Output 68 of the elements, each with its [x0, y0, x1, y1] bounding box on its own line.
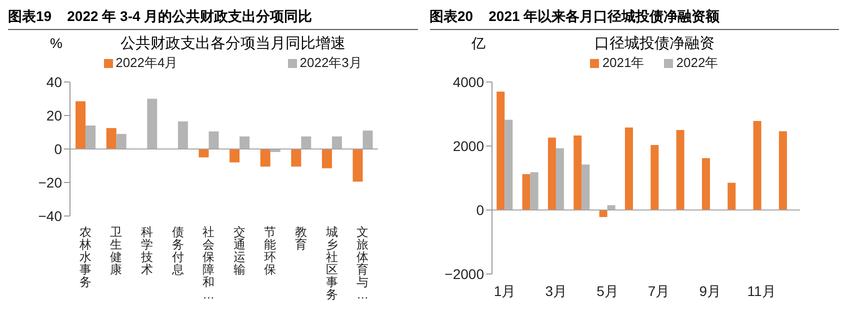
bar: [581, 164, 590, 210]
bar: [598, 210, 607, 218]
chart-title: 图表20 2021 年以来各月口径城投债净融资额: [430, 8, 839, 30]
bar: [208, 131, 219, 149]
bar: [650, 145, 658, 210]
y-axis-title: 亿: [472, 35, 486, 53]
x-tick-label: 教育: [295, 225, 307, 252]
x-tick-label: 节能环保: [264, 225, 276, 276]
x-tick-label: 农林水事务: [78, 225, 92, 289]
bar: [504, 120, 512, 210]
y-tick-label: 40: [46, 74, 62, 90]
x-tick-label: 交通运输: [233, 225, 246, 276]
legend-label: 2022年4月: [114, 54, 178, 72]
bar: [240, 136, 250, 149]
bar: [496, 92, 504, 210]
bar: [178, 121, 188, 149]
bar: [778, 131, 786, 210]
x-tick-label: 1月: [493, 283, 516, 299]
y-tick-label: 0: [476, 202, 484, 218]
y-tick-label: −20: [38, 174, 62, 190]
bar: [301, 136, 312, 149]
x-tick-label: 3月: [544, 283, 567, 299]
y-tick-label: 2000: [452, 138, 484, 154]
legend-label: 2022年3月: [298, 54, 362, 72]
bar: [291, 149, 302, 167]
bar: [701, 158, 710, 210]
x-tick-label: 卫生健康: [110, 225, 122, 276]
y-tick-label: 20: [46, 107, 62, 124]
bar: [547, 138, 556, 210]
y-tick-label: −2000: [444, 266, 484, 282]
bar: [573, 135, 582, 210]
x-tick-label: 7月: [647, 283, 670, 299]
x-tick-label: 社会保障和…: [202, 225, 215, 302]
x-tick-label: 11月: [746, 283, 776, 299]
bar: [676, 130, 684, 210]
y-tick-label: −40: [38, 208, 62, 224]
legend-label: 2021年: [601, 54, 644, 72]
chart-subtitle: 口径城投债净融资: [594, 35, 714, 52]
y-tick-label: 0: [54, 140, 62, 157]
legend-label: 2022年: [675, 54, 718, 72]
bar: [362, 130, 373, 149]
bar: [86, 126, 96, 149]
bar: [260, 149, 270, 167]
x-tick-label: 城乡社区事务: [324, 225, 338, 302]
bar: [522, 174, 530, 210]
y-tick-label: 4000: [452, 74, 484, 90]
chart-subtitle: 公共财政支出各分项当月同比增速: [120, 35, 346, 52]
bar: [352, 149, 363, 182]
bar: [332, 136, 342, 149]
y-axis-title: %: [50, 35, 62, 51]
bar: [624, 127, 632, 210]
bar: [322, 149, 332, 168]
bar: [106, 128, 116, 149]
bar: [76, 101, 86, 149]
x-tick-label: 科学技术: [140, 225, 153, 276]
bar: [727, 182, 736, 210]
bar: [198, 149, 209, 158]
x-tick-label: 文旅体育与…: [356, 225, 369, 302]
bar: [530, 172, 538, 210]
x-tick-label: 9月: [698, 283, 721, 299]
bar: [555, 148, 564, 210]
bar: [147, 98, 158, 149]
bar: [230, 149, 240, 162]
x-tick-label: 5月: [596, 283, 618, 299]
bar: [116, 134, 126, 149]
chart-title: 图表19 2022 年 3-4 月的公共财政支出分项同比: [8, 8, 418, 30]
x-tick-label: 债务付息: [170, 225, 184, 276]
bar: [752, 121, 761, 210]
